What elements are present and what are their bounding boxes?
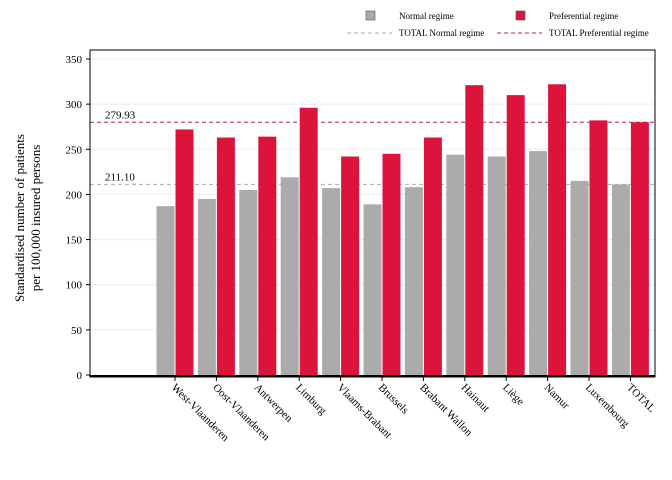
- bar-preferential-regime: [258, 136, 277, 375]
- x-tick-label: Liège: [500, 382, 526, 408]
- bar-normal-regime: [363, 204, 382, 375]
- y-axis-label-line-2: per 100,000 insured persons: [28, 145, 43, 292]
- bar-normal-regime: [611, 184, 630, 375]
- bar-preferential-regime: [465, 85, 484, 375]
- bar-preferential-regime: [630, 122, 649, 375]
- legend-label-normal: Normal regime: [399, 11, 454, 21]
- legend: Normal regime Preferential regime TOTAL …: [347, 10, 649, 38]
- bar-normal-regime: [197, 198, 216, 375]
- reference-label-total-preferential: 279.93: [105, 109, 136, 121]
- x-tick-labels: West-VlaanderenOost-VlaanderenAntwerpenL…: [169, 376, 658, 444]
- y-axis-label-line-1: Standardised number of patients: [12, 134, 27, 302]
- bar-normal-regime: [280, 177, 299, 375]
- bar-preferential-regime: [506, 95, 525, 375]
- legend-label-total-normal: TOTAL Normal regime: [399, 28, 484, 38]
- y-tick-label: 100: [66, 280, 83, 292]
- reference-label-total-normal: 211.10: [105, 171, 135, 183]
- x-tick-label: Brussels: [376, 382, 411, 417]
- y-tick-label: 200: [66, 189, 83, 201]
- bar-normal-regime: [239, 189, 258, 375]
- y-ticks: 0 50 100 150 200 250 300 350: [66, 54, 90, 382]
- x-tick-label: Limburg: [293, 382, 329, 418]
- y-tick-label: 0: [77, 370, 83, 382]
- bar-normal-regime: [446, 154, 465, 375]
- y-tick-label: 50: [71, 325, 83, 337]
- bar-preferential-regime: [216, 137, 235, 375]
- bar-normal-regime: [156, 206, 175, 375]
- bar-preferential-regime: [589, 120, 608, 375]
- bar-preferential-regime: [423, 137, 442, 375]
- bar-normal-regime: [487, 156, 506, 375]
- y-tick-label: 300: [66, 99, 83, 111]
- x-tick-label: Namur: [541, 382, 571, 412]
- legend-label-preferential: Preferential regime: [549, 11, 618, 21]
- bar-normal-regime: [570, 180, 589, 375]
- bar-normal-regime: [322, 188, 341, 375]
- x-tick-label: Hainaut: [459, 382, 492, 415]
- y-tick-label: 350: [66, 54, 83, 66]
- x-tick-label: TOTAL: [624, 382, 657, 415]
- bar-preferential-regime: [299, 107, 318, 376]
- bar-normal-regime: [404, 187, 423, 375]
- legend-swatch-preferential: [515, 10, 526, 21]
- y-tick-label: 250: [66, 144, 83, 156]
- legend-label-total-preferential: TOTAL Preferential regime: [549, 28, 649, 38]
- x-tick-label: Antwerpen: [252, 382, 295, 425]
- y-axis-label: Standardised number of patients per 100,…: [12, 134, 43, 302]
- bar-preferential-regime: [175, 129, 194, 375]
- bar-preferential-regime: [382, 153, 401, 375]
- y-tick-label: 150: [66, 235, 83, 247]
- legend-swatch-normal: [365, 10, 376, 21]
- bar-preferential-regime: [341, 156, 360, 375]
- bar-preferential-regime: [548, 84, 567, 375]
- reference-lines: 211.10 279.93: [90, 109, 655, 185]
- bar-normal-regime: [529, 151, 548, 375]
- bars: [156, 84, 649, 376]
